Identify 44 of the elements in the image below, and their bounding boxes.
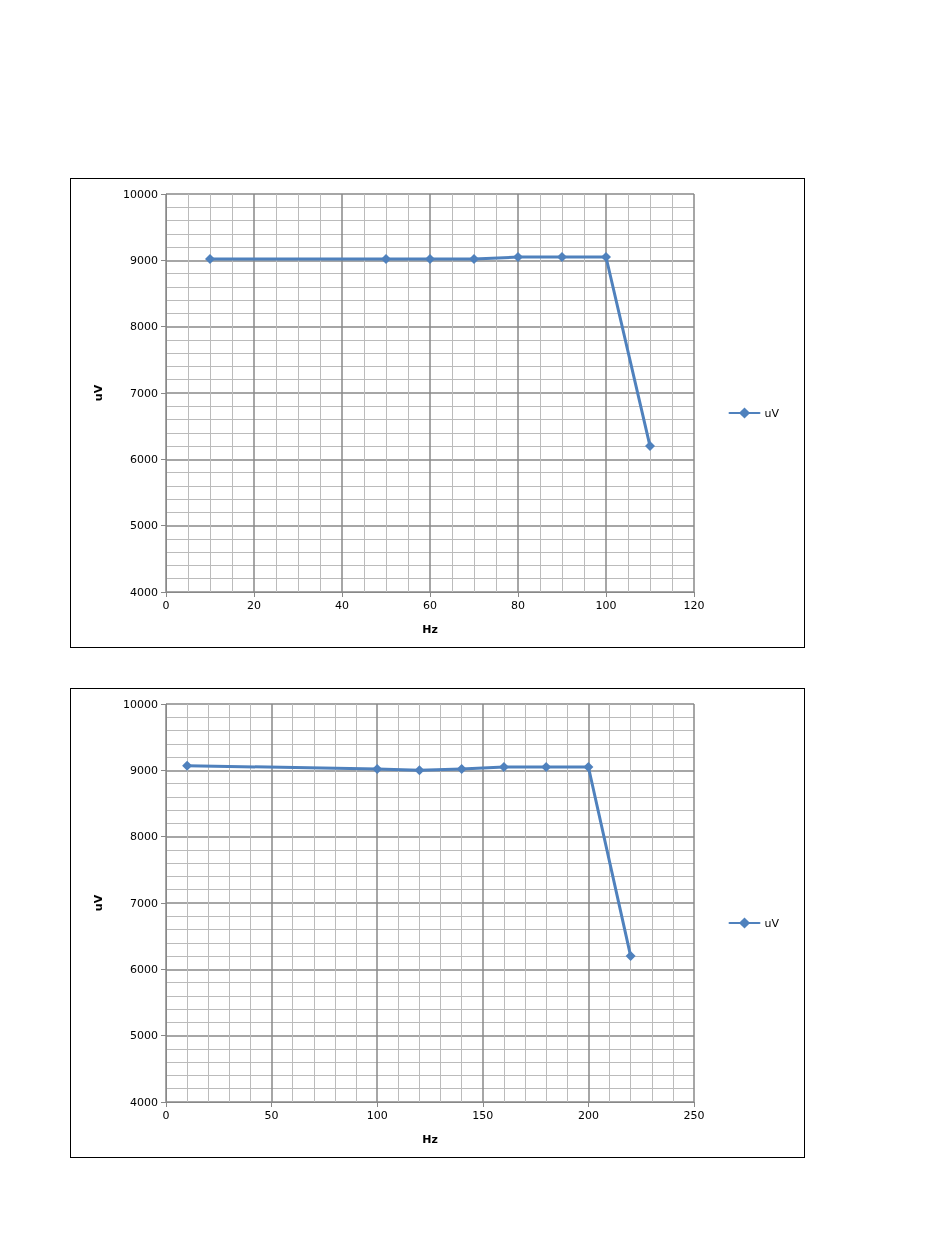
- y-tick-label: 10000: [123, 697, 158, 711]
- x-tick-label: 100: [595, 599, 617, 612]
- y-tick-label: 9000: [130, 763, 158, 777]
- y-axis-title: uV: [92, 894, 105, 912]
- point: [513, 252, 523, 263]
- x-tick-label: 80: [511, 599, 525, 612]
- point: [381, 254, 391, 265]
- y-tick-label: 4000: [130, 1095, 158, 1109]
- x-axis-title: Hz: [422, 623, 438, 636]
- x-axis-title: Hz: [422, 1133, 438, 1146]
- y-tick-label: 4000: [130, 585, 158, 599]
- legend-label: uV: [764, 916, 780, 930]
- y-tick-label: 7000: [130, 896, 158, 910]
- point: [557, 252, 567, 263]
- point: [205, 254, 215, 265]
- y-tick-label: 8000: [130, 830, 158, 844]
- x-tick-label: 50: [264, 1109, 279, 1122]
- point: [469, 254, 479, 265]
- legend-label: uV: [764, 406, 780, 420]
- x-tick-label: 40: [335, 599, 349, 612]
- y-tick-label: 10000: [123, 187, 158, 201]
- x-tick-label: 100: [366, 1109, 388, 1122]
- y-tick-label: 9000: [130, 253, 158, 267]
- y-tick-label: 8000: [130, 320, 158, 334]
- point: [601, 252, 611, 263]
- y-axis-title: uV: [92, 384, 105, 402]
- x-tick-label: 150: [472, 1109, 494, 1122]
- x-tick-label: 0: [162, 1109, 170, 1122]
- y-tick-label: 6000: [130, 452, 158, 466]
- x-tick-label: 0: [162, 599, 170, 612]
- x-tick-label: 250: [683, 1109, 705, 1122]
- y-tick-label: 5000: [130, 1029, 158, 1043]
- x-tick-label: 120: [683, 599, 705, 612]
- point: [583, 762, 594, 773]
- point: [425, 254, 435, 265]
- x-tick-label: 20: [247, 599, 261, 612]
- y-tick-label: 5000: [130, 519, 158, 533]
- point: [625, 951, 636, 962]
- x-tick-label: 60: [423, 599, 437, 612]
- y-tick-label: 7000: [130, 386, 158, 400]
- point: [414, 765, 425, 776]
- x-tick-label: 200: [577, 1109, 599, 1122]
- y-tick-label: 6000: [130, 962, 158, 976]
- point: [645, 441, 655, 452]
